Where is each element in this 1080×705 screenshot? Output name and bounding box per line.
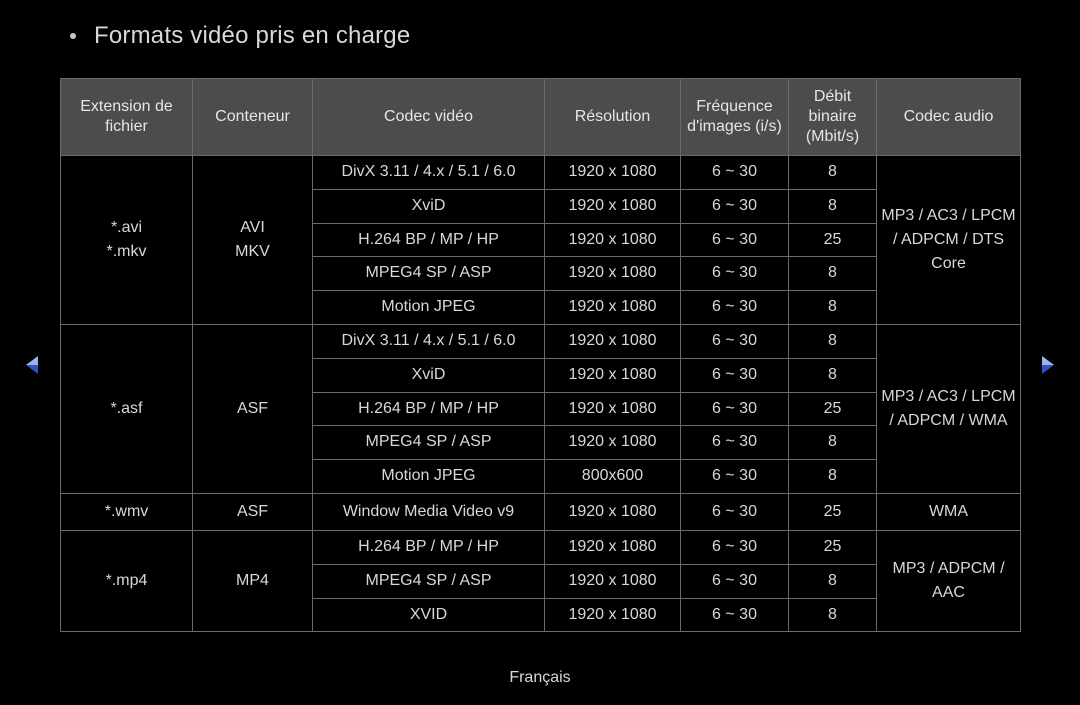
cell-audio: MP3 / AC3 / LPCM / ADPCM / WMA bbox=[877, 324, 1021, 493]
cell-ext: *.wmv bbox=[61, 493, 193, 530]
cell-container: ASF bbox=[193, 324, 313, 493]
cell-res: 1920 x 1080 bbox=[545, 598, 681, 632]
th-container: Conteneur bbox=[193, 79, 313, 156]
cell-res: 800x600 bbox=[545, 460, 681, 494]
cell-bitrate: 25 bbox=[789, 530, 877, 564]
cell-ext: *.avi*.mkv bbox=[61, 156, 193, 325]
cell-res: 1920 x 1080 bbox=[545, 189, 681, 223]
cell-res: 1920 x 1080 bbox=[545, 156, 681, 190]
table-row: *.avi*.mkvAVIMKVDivX 3.11 / 4.x / 5.1 / … bbox=[61, 156, 1021, 190]
cell-ext: *.mp4 bbox=[61, 530, 193, 631]
page-title: Formats vidéo pris en charge bbox=[94, 22, 410, 50]
cell-vcodec: H.264 BP / MP / HP bbox=[313, 223, 545, 257]
chevron-right-icon bbox=[1040, 354, 1058, 376]
cell-res: 1920 x 1080 bbox=[545, 324, 681, 358]
cell-fps: 6 ~ 30 bbox=[681, 291, 789, 325]
cell-container: AVIMKV bbox=[193, 156, 313, 325]
th-res: Résolution bbox=[545, 79, 681, 156]
cell-bitrate: 8 bbox=[789, 291, 877, 325]
cell-fps: 6 ~ 30 bbox=[681, 156, 789, 190]
chevron-left-icon bbox=[22, 354, 40, 376]
cell-fps: 6 ~ 30 bbox=[681, 460, 789, 494]
th-fps: Fréquence d'images (i/s) bbox=[681, 79, 789, 156]
cell-vcodec: XVID bbox=[313, 598, 545, 632]
cell-vcodec: DivX 3.11 / 4.x / 5.1 / 6.0 bbox=[313, 156, 545, 190]
cell-bitrate: 25 bbox=[789, 223, 877, 257]
cell-bitrate: 8 bbox=[789, 598, 877, 632]
page: Formats vidéo pris en charge Extension d… bbox=[0, 0, 1080, 705]
cell-vcodec: MPEG4 SP / ASP bbox=[313, 564, 545, 598]
cell-bitrate: 25 bbox=[789, 392, 877, 426]
cell-fps: 6 ~ 30 bbox=[681, 426, 789, 460]
cell-audio: MP3 / AC3 / LPCM / ADPCM / DTS Core bbox=[877, 156, 1021, 325]
table-header-row: Extension de fichier Conteneur Codec vid… bbox=[61, 79, 1021, 156]
cell-container: MP4 bbox=[193, 530, 313, 631]
cell-fps: 6 ~ 30 bbox=[681, 392, 789, 426]
cell-res: 1920 x 1080 bbox=[545, 223, 681, 257]
cell-ext: *.asf bbox=[61, 324, 193, 493]
cell-res: 1920 x 1080 bbox=[545, 530, 681, 564]
cell-bitrate: 8 bbox=[789, 564, 877, 598]
cell-fps: 6 ~ 30 bbox=[681, 189, 789, 223]
cell-audio: WMA bbox=[877, 493, 1021, 530]
cell-vcodec: Motion JPEG bbox=[313, 291, 545, 325]
video-formats-table: Extension de fichier Conteneur Codec vid… bbox=[60, 78, 1020, 632]
cell-bitrate: 8 bbox=[789, 426, 877, 460]
cell-res: 1920 x 1080 bbox=[545, 426, 681, 460]
cell-bitrate: 8 bbox=[789, 358, 877, 392]
cell-res: 1920 x 1080 bbox=[545, 564, 681, 598]
cell-vcodec: Window Media Video v9 bbox=[313, 493, 545, 530]
cell-bitrate: 25 bbox=[789, 493, 877, 530]
cell-bitrate: 8 bbox=[789, 257, 877, 291]
cell-res: 1920 x 1080 bbox=[545, 291, 681, 325]
cell-vcodec: H.264 BP / MP / HP bbox=[313, 530, 545, 564]
prev-page-button[interactable] bbox=[22, 354, 40, 376]
footer-label: Français bbox=[0, 669, 1080, 687]
bullet-icon bbox=[70, 33, 76, 39]
cell-bitrate: 8 bbox=[789, 189, 877, 223]
cell-res: 1920 x 1080 bbox=[545, 392, 681, 426]
th-acodec: Codec audio bbox=[877, 79, 1021, 156]
cell-fps: 6 ~ 30 bbox=[681, 358, 789, 392]
cell-bitrate: 8 bbox=[789, 324, 877, 358]
title-row: Formats vidéo pris en charge bbox=[70, 22, 410, 50]
cell-fps: 6 ~ 30 bbox=[681, 257, 789, 291]
cell-audio: MP3 / ADPCM / AAC bbox=[877, 530, 1021, 631]
th-vcodec: Codec vidéo bbox=[313, 79, 545, 156]
cell-res: 1920 x 1080 bbox=[545, 493, 681, 530]
th-ext: Extension de fichier bbox=[61, 79, 193, 156]
table-row: *.wmvASFWindow Media Video v91920 x 1080… bbox=[61, 493, 1021, 530]
th-bitrate: Débit binaire (Mbit/s) bbox=[789, 79, 877, 156]
table-row: *.mp4MP4H.264 BP / MP / HP1920 x 10806 ~… bbox=[61, 530, 1021, 564]
cell-vcodec: Motion JPEG bbox=[313, 460, 545, 494]
cell-fps: 6 ~ 30 bbox=[681, 530, 789, 564]
cell-vcodec: XviD bbox=[313, 189, 545, 223]
cell-bitrate: 8 bbox=[789, 156, 877, 190]
cell-vcodec: XviD bbox=[313, 358, 545, 392]
cell-vcodec: H.264 BP / MP / HP bbox=[313, 392, 545, 426]
cell-res: 1920 x 1080 bbox=[545, 358, 681, 392]
table-row: *.asfASFDivX 3.11 / 4.x / 5.1 / 6.01920 … bbox=[61, 324, 1021, 358]
cell-vcodec: MPEG4 SP / ASP bbox=[313, 257, 545, 291]
cell-fps: 6 ~ 30 bbox=[681, 324, 789, 358]
cell-fps: 6 ~ 30 bbox=[681, 598, 789, 632]
cell-fps: 6 ~ 30 bbox=[681, 564, 789, 598]
cell-fps: 6 ~ 30 bbox=[681, 223, 789, 257]
cell-res: 1920 x 1080 bbox=[545, 257, 681, 291]
cell-fps: 6 ~ 30 bbox=[681, 493, 789, 530]
next-page-button[interactable] bbox=[1040, 354, 1058, 376]
cell-vcodec: MPEG4 SP / ASP bbox=[313, 426, 545, 460]
cell-vcodec: DivX 3.11 / 4.x / 5.1 / 6.0 bbox=[313, 324, 545, 358]
cell-bitrate: 8 bbox=[789, 460, 877, 494]
cell-container: ASF bbox=[193, 493, 313, 530]
